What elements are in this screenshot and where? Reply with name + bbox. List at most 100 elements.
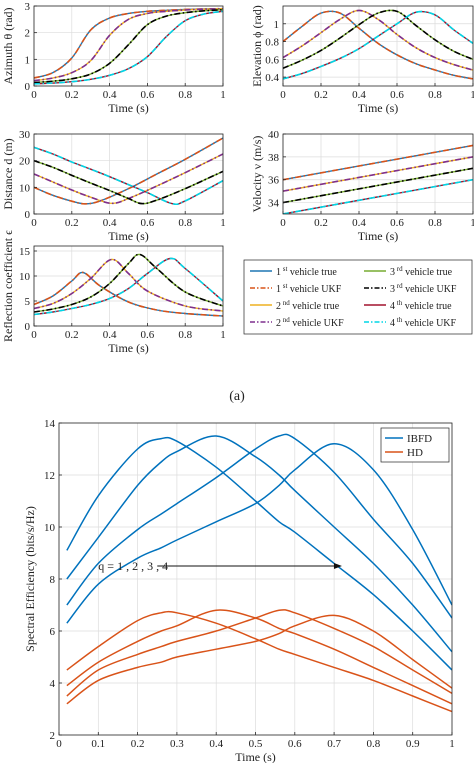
tick-label-y: 5 (25, 296, 31, 308)
tick-label-x: 0 (31, 329, 37, 341)
series-line-vehicle-2-ukf (34, 153, 223, 205)
axis-label-x: Time (s) (108, 341, 149, 355)
series-line-vehicle-3-true (34, 253, 223, 313)
series-line-vehicle-1-ukf (283, 10, 473, 80)
legend-label-v2_true: 2 nd vehicle true (276, 299, 340, 312)
tick-label-y: 2 (50, 730, 56, 742)
series-line-vehicle-4-ukf (34, 146, 223, 206)
tick-label-y: 1 (25, 54, 31, 66)
legend-label-v3_ukf: 3 rd vehicle UKF (390, 282, 457, 295)
series-line-vehicle-4-ukf (283, 178, 473, 214)
tick-label-x: 0 (31, 217, 37, 229)
series-line-vehicle-1-true (34, 271, 223, 317)
axis-label-y: Spectral Efficiency (bits/s/Hz) (23, 506, 37, 652)
tick-label-y: 10 (19, 182, 31, 194)
tick-label-x: 0.8 (428, 89, 442, 101)
axes-box (33, 5, 224, 87)
tick-label-y: 10 (44, 522, 56, 534)
tick-label-y: 30 (19, 129, 31, 141)
tick-label-y: 0 (25, 209, 31, 221)
legend-label-v1_ukf: 1 st vehicle UKF (276, 282, 342, 295)
tick-label-x: 0.8 (178, 217, 192, 229)
tick-label-x: 0.4 (103, 329, 117, 341)
panel-velocity: 0 0.2 0.4 0.6 0.8 1 34 36 38 40 Time (s) Velocity ν… (250, 129, 474, 243)
tick-label-x: 0.4 (103, 217, 117, 229)
legend-box (380, 427, 450, 463)
tick-label-x: 0.8 (428, 217, 442, 229)
tick-label-y: 4 (50, 678, 56, 690)
tick-label-y: 0.4 (265, 72, 279, 84)
series-line-vehicle-1-ukf (34, 137, 223, 205)
tick-label-y: 0.8 (265, 37, 279, 49)
legend-box (243, 259, 473, 335)
axis-label-x: Time (s) (358, 101, 399, 115)
axis-label-y: Azimuth θ (rad) (1, 7, 15, 84)
series-group (283, 9, 473, 80)
legend-label: HD (407, 447, 423, 459)
tick-label-x: 0.4 (103, 89, 117, 101)
legend-label-v3_true: 3 rd vehicle true (390, 265, 453, 278)
series-line-vehicle-4-true (34, 10, 223, 85)
tick-label-y: 20 (19, 156, 31, 168)
tick-label-y: 10 (19, 271, 31, 283)
tick-label-x: 1 (449, 738, 455, 750)
tick-label-x: 0.1 (91, 738, 105, 750)
series-line-vehicle-2-ukf (34, 7, 223, 82)
tick-label-x: 0 (56, 738, 62, 750)
tick-label-x: 0.2 (314, 217, 328, 229)
series-line-vehicle-3-ukf (34, 159, 223, 205)
series-group (66, 433, 452, 713)
tick-label-x: 0.2 (65, 329, 79, 341)
tick-label-y: 2 (25, 28, 31, 40)
axis-label-y: Reflection coefficient ϵ (1, 230, 15, 342)
series-line-vehicle-3-true (34, 9, 223, 84)
tick-label-y: 3 (25, 1, 31, 13)
axis-label-x: Time (s) (358, 229, 399, 243)
series-line-vehicle-4-ukf (34, 257, 223, 316)
series-line-vehicle-4-true (34, 257, 223, 316)
series-line-vehicle-3-ukf (34, 253, 223, 313)
tick-label-x: 0.6 (390, 89, 404, 101)
axis-label-y: Velocity ν (m/s) (250, 136, 264, 213)
legend-label-v2_ukf: 2 nd vehicle UKF (276, 316, 344, 329)
tick-label-x: 1 (220, 89, 226, 101)
tick-label-x: 0.8 (178, 329, 192, 341)
axes-box (282, 5, 474, 87)
tick-label-x: 1 (470, 89, 474, 101)
tick-label-y: 14 (44, 418, 56, 430)
series-line-vehicle-2-ukf (283, 9, 473, 71)
tick-label-x: 0.6 (141, 217, 155, 229)
tick-label-y: 8 (50, 574, 56, 586)
annotation-arrowhead (333, 563, 342, 569)
series-line-ibfd-q3 (66, 433, 452, 619)
panel-azimuth: 0 0.2 0.4 0.6 0.8 1 0 1 2 3 Time (s) Azimuth θ (rad… (1, 1, 226, 115)
legend-a: 1 st vehicle true 3 rd vehicle true 1 st v… (243, 259, 473, 335)
tick-label-y: 12 (44, 470, 55, 482)
tick-label-x: 0.2 (65, 217, 79, 229)
series-line-vehicle-3-ukf (283, 9, 473, 69)
axis-label-x: Time (s) (108, 101, 149, 115)
series-line-vehicle-3-ukf (34, 8, 223, 84)
series-group (34, 253, 223, 317)
series-line-vehicle-2-ukf (283, 156, 473, 192)
tick-label-y: 6 (50, 626, 56, 638)
legend-label-v4_ukf: 4 th vehicle UKF (390, 316, 457, 329)
axis-label-x: Time (s) (108, 229, 149, 243)
panel-elevation: 0 0.2 0.4 0.6 0.8 1 0.4 0.6 0.8 1 Time (s) Elevatio… (250, 5, 474, 115)
legend-spectral: IBFD HD (380, 427, 450, 463)
axis-label-y: Distance d (m) (1, 138, 15, 209)
series-line-vehicle-2-ukf (34, 258, 223, 312)
series-line-vehicle-3-true (34, 160, 223, 205)
tick-label-y: 15 (19, 246, 31, 258)
series-line-ibfd-q2 (66, 435, 452, 653)
tick-label-y: 1 (274, 19, 280, 31)
legend-label-v1_true: 1 st vehicle true (276, 265, 337, 278)
tick-label-x: 0.6 (390, 217, 404, 229)
series-line-hd-q3 (66, 609, 452, 697)
axis-label-x: Time (s) (235, 750, 276, 763)
series-group (34, 137, 223, 206)
tick-label-x: 0.4 (209, 738, 223, 750)
